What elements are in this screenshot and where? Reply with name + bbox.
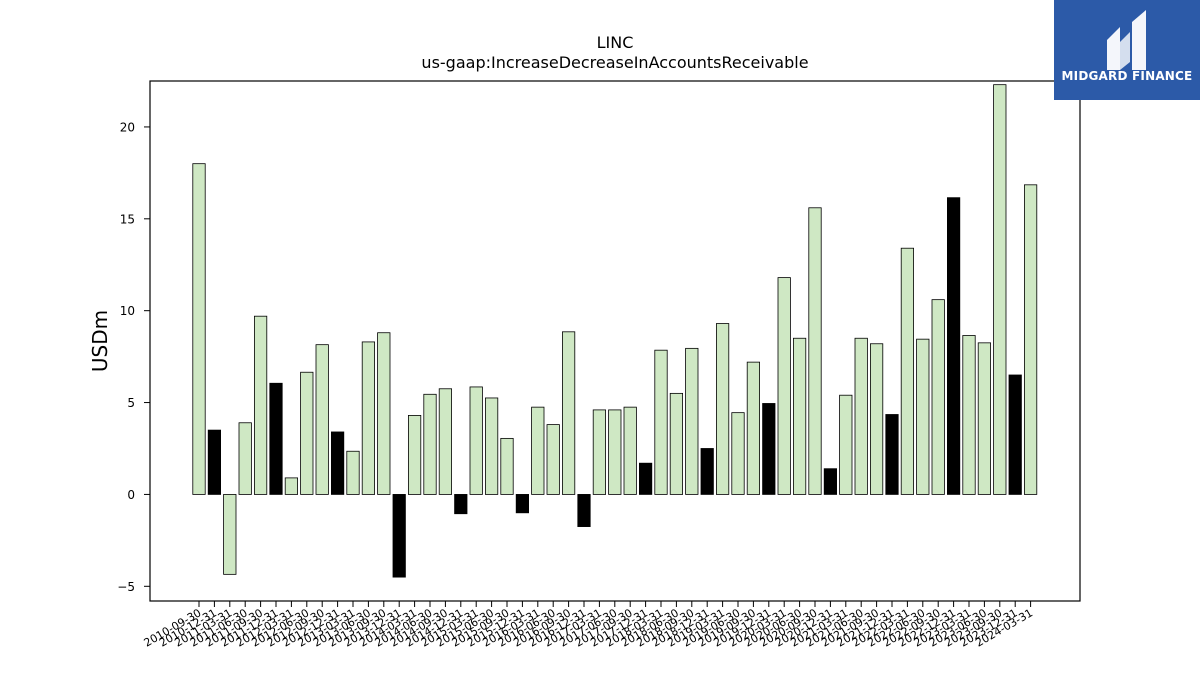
bar-2016-03-31 bbox=[531, 406, 545, 495]
bar-2019-12-31 bbox=[762, 403, 776, 495]
y-axis: −5 0 5 10 15 20 bbox=[117, 120, 150, 594]
x-axis: 2010-09-302010-12-312011-03-312011-06-30… bbox=[142, 601, 1035, 650]
bar-2012-06-30 bbox=[300, 371, 314, 495]
bar-2020-03-31 bbox=[777, 277, 791, 495]
bar-2014-12-31 bbox=[454, 494, 468, 515]
y-tick-label: −5 bbox=[117, 580, 135, 594]
bar-2019-03-31 bbox=[716, 323, 730, 495]
bar-2016-06-30 bbox=[546, 424, 560, 495]
brand-name: MIDGARD FINANCE bbox=[1061, 69, 1193, 83]
bar-2023-09-30 bbox=[993, 84, 1007, 495]
bar-2022-03-31 bbox=[900, 247, 915, 495]
bar-2011-09-30 bbox=[253, 315, 268, 495]
chart-subtitle: us-gaap:IncreaseDecreaseInAccountsReceiv… bbox=[421, 53, 808, 72]
bar-2019-06-30 bbox=[731, 412, 745, 495]
bar-2014-09-30 bbox=[438, 388, 453, 495]
chart-title: LINC bbox=[597, 33, 634, 52]
bar-2021-12-31 bbox=[885, 414, 899, 495]
bar-2019-09-30 bbox=[746, 361, 761, 495]
bar-2013-06-30 bbox=[361, 341, 376, 495]
bar-2022-12-31 bbox=[947, 197, 961, 495]
bar-2015-09-30 bbox=[500, 437, 514, 495]
bar-2011-03-31 bbox=[223, 494, 237, 575]
y-tick-label: 15 bbox=[120, 212, 135, 226]
bar-2018-09-30 bbox=[685, 347, 699, 495]
bar-2023-03-31 bbox=[962, 335, 976, 495]
bar-2014-06-30 bbox=[423, 393, 437, 495]
bar-2016-09-30 bbox=[562, 331, 576, 495]
bar-series bbox=[192, 84, 1038, 578]
bar-2015-12-31 bbox=[515, 494, 530, 514]
bar-2014-03-31 bbox=[407, 415, 422, 495]
bar-2020-12-31 bbox=[823, 468, 838, 495]
bar-2021-03-31 bbox=[839, 394, 853, 495]
bar-2024-03-31 bbox=[1024, 184, 1038, 495]
bar-2018-12-31 bbox=[700, 448, 714, 495]
bar-2013-03-31 bbox=[346, 450, 360, 495]
bar-2013-12-31 bbox=[392, 494, 406, 578]
bar-2011-12-31 bbox=[269, 382, 283, 495]
bar-2015-03-31 bbox=[469, 386, 483, 495]
bar-2017-09-30 bbox=[623, 406, 637, 495]
y-tick-label: 5 bbox=[127, 396, 135, 410]
bar-2012-12-31 bbox=[330, 431, 345, 495]
y-tick-label: 10 bbox=[120, 304, 135, 318]
bar-2013-09-30 bbox=[377, 332, 391, 495]
bar-2021-06-30 bbox=[854, 337, 868, 495]
y-axis-label: USDm bbox=[88, 310, 112, 372]
bar-2012-09-30 bbox=[315, 344, 329, 495]
bar-2021-09-30 bbox=[870, 343, 884, 495]
bar-2022-09-30 bbox=[931, 299, 945, 495]
bar-2017-12-31 bbox=[639, 462, 653, 495]
bar-2016-12-31 bbox=[577, 494, 591, 527]
bar-2020-06-30 bbox=[793, 337, 807, 495]
bar-2017-06-30 bbox=[608, 409, 622, 495]
brand-logo: MIDGARD FINANCE bbox=[1054, 0, 1200, 100]
bar-2015-06-30 bbox=[484, 397, 499, 495]
bar-2017-03-31 bbox=[592, 409, 607, 495]
y-tick-label: 20 bbox=[120, 120, 135, 134]
bar-2011-06-30 bbox=[238, 422, 252, 495]
bar-2012-03-31 bbox=[284, 477, 299, 495]
bar-2023-06-30 bbox=[977, 342, 992, 495]
midgard-logo-icon bbox=[1107, 10, 1146, 70]
bar-2022-06-30 bbox=[916, 338, 930, 495]
y-tick-label: 0 bbox=[127, 488, 135, 502]
bar-2023-12-31 bbox=[1008, 374, 1022, 495]
bar-2010-09-30 bbox=[192, 163, 206, 495]
bar-2018-03-31 bbox=[654, 349, 668, 495]
bar-2018-06-30 bbox=[669, 392, 684, 495]
bar-2010-12-31 bbox=[207, 429, 221, 495]
bar-2020-09-30 bbox=[808, 207, 822, 495]
